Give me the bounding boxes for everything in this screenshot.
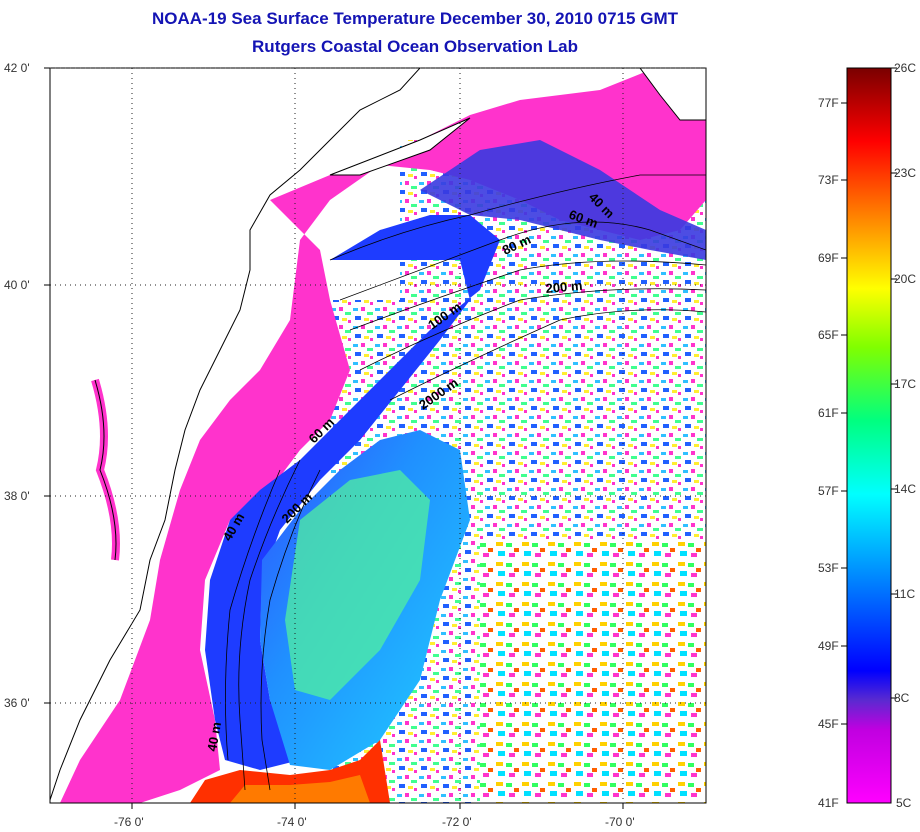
cb-c-11: 11C — [894, 587, 915, 601]
cb-c-20: 20C — [894, 272, 916, 286]
lat-label-38: 38 0' — [4, 489, 30, 503]
cb-f-77: 77F — [818, 96, 839, 110]
axis-ticks — [44, 67, 624, 809]
colorbar-celsius-labels: 26C 23C 20C 17C 14C 11C 8C 5C — [894, 61, 916, 810]
colorbar-fahrenheit-labels: 77F 73F 69F 65F 61F 57F 53F 49F 45F 41F — [818, 96, 839, 810]
colorbar — [846, 67, 892, 804]
colorbar-ticks — [841, 67, 897, 725]
cb-c-23: 23C — [894, 166, 916, 180]
lon-label-70: -70 0' — [605, 815, 635, 829]
map-imagery — [50, 68, 706, 803]
lon-label-72: -72 0' — [442, 815, 472, 829]
map-frame — [49, 67, 707, 804]
map-title: NOAA-19 Sea Surface Temperature December… — [152, 9, 678, 28]
cb-c-26: 26C — [894, 61, 916, 75]
contour-label-40m-south: 40 m — [204, 721, 224, 753]
cb-f-69: 69F — [818, 251, 839, 265]
cb-f-49: 49F — [818, 639, 839, 653]
bathymetry-contours — [225, 174, 706, 791]
cb-f-57: 57F — [818, 484, 839, 498]
cb-c-5: 5C — [896, 796, 912, 810]
cb-f-73: 73F — [818, 173, 839, 187]
contour-label-200m-ne: 200 m — [545, 278, 583, 296]
lat-label-40: 40 0' — [4, 278, 30, 292]
cb-c-8: 8C — [894, 691, 910, 705]
cb-f-53: 53F — [818, 561, 839, 575]
lat-label-42: 42 0' — [4, 61, 30, 75]
map-subtitle: Rutgers Coastal Ocean Observation Lab — [252, 37, 578, 56]
cb-f-61: 61F — [818, 406, 839, 420]
cb-f-65: 65F — [818, 328, 839, 342]
lon-label-76: -76 0' — [114, 815, 144, 829]
cb-c-14: 14C — [894, 482, 916, 496]
lat-label-36: 36 0' — [4, 696, 30, 710]
lon-label-74: -74 0' — [277, 815, 307, 829]
cb-f-45: 45F — [818, 717, 839, 731]
cb-f-41: 41F — [818, 796, 839, 810]
cb-c-17: 17C — [894, 377, 916, 391]
